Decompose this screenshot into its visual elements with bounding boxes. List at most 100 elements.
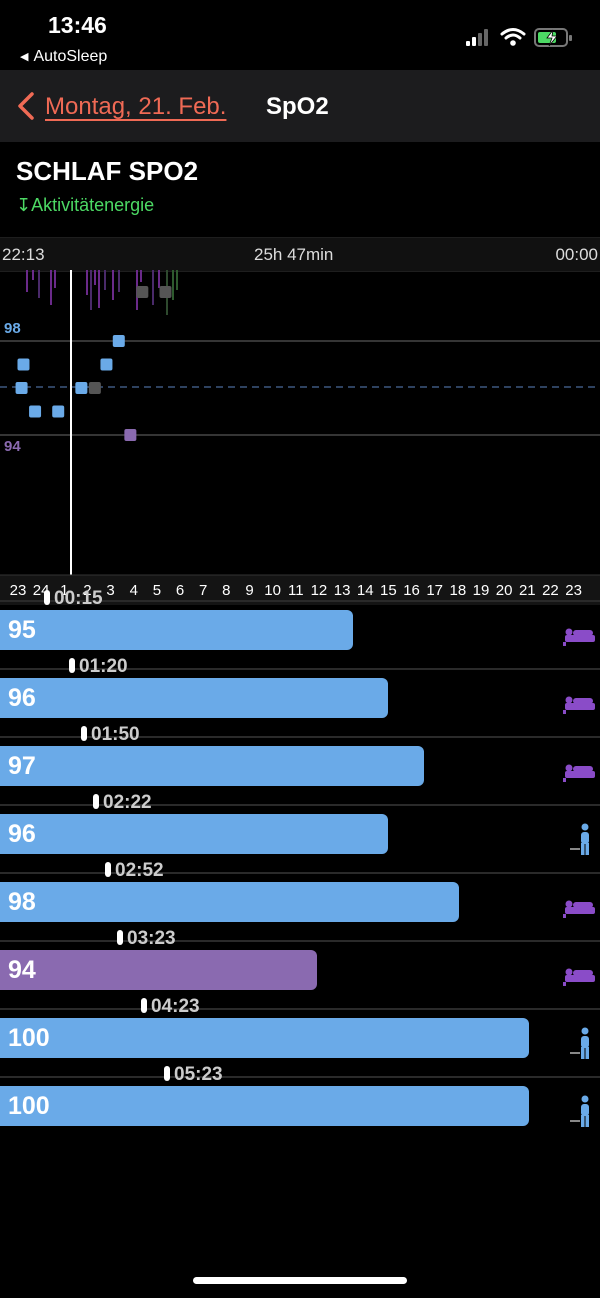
standing-person-icon (570, 823, 589, 855)
sleeping-person-icon (563, 764, 595, 782)
value-bar (0, 746, 424, 786)
reading-row[interactable]: 100 05:23 (0, 1064, 600, 1144)
data-point[interactable] (112, 335, 125, 347)
activity-spike (86, 270, 88, 295)
x-tick-label: 14 (357, 582, 374, 599)
x-tick-label: 1 (60, 582, 68, 599)
row-separator (0, 872, 600, 874)
x-tick-label: 21 (519, 582, 536, 599)
reading-row[interactable]: 94 03:23 (0, 928, 600, 1008)
spo2-value: 100 (8, 1092, 50, 1120)
x-tick-label: 13 (334, 582, 351, 599)
back-button[interactable]: Montag, 21. Feb. (45, 93, 227, 120)
data-point[interactable] (52, 405, 65, 418)
activity-spike (158, 270, 160, 288)
section-title: SCHLAF SPO2 (16, 156, 199, 186)
spo2-value: 98 (8, 888, 36, 916)
reading-row[interactable]: 98 02:52 (0, 860, 600, 940)
range-end: 00:00 (555, 245, 598, 264)
status-bar: 13:46 ◀ AutoSleep (0, 0, 600, 70)
activity-spike (26, 270, 28, 292)
reading-row[interactable]: 100 04:23 (0, 996, 600, 1076)
data-point[interactable] (29, 405, 42, 418)
row-separator (0, 1008, 600, 1010)
data-point[interactable] (75, 382, 88, 394)
back-triangle-icon: ◀ (20, 51, 29, 63)
activity-spike (32, 270, 34, 280)
value-bar (0, 882, 459, 922)
spo2-chart[interactable]: 23 24 1 2 3 4 5 6 7 8 9 10 11 12 13 14 15 16 17 18 19 20 21 22 2… (0, 270, 600, 605)
reading-time-label: 02:22 (103, 792, 152, 813)
activity-spike (90, 270, 92, 310)
x-tick-label: 23 (10, 582, 27, 599)
row-separator (0, 600, 600, 602)
sleeping-person-icon (563, 628, 595, 646)
x-tick-label: 4 (130, 582, 138, 599)
value-bar (0, 1018, 529, 1058)
standing-person-icon (570, 1027, 589, 1059)
activity-spike (152, 270, 154, 305)
data-point[interactable] (88, 382, 101, 394)
activity-energy-toggle[interactable]: ↧Aktivitätenergie (16, 195, 155, 215)
x-tick-label: 10 (264, 582, 281, 599)
data-point[interactable] (136, 286, 149, 298)
x-tick-label: 22 (542, 582, 559, 599)
data-point[interactable] (124, 429, 137, 441)
reading-row[interactable]: 96 01:20 (0, 656, 600, 736)
spo2-value: 100 (8, 1024, 50, 1052)
back-to-app-link[interactable]: ◀ AutoSleep (20, 48, 107, 66)
wifi-icon (500, 28, 526, 46)
value-bar (0, 950, 317, 990)
row-separator (0, 668, 600, 670)
x-tick-label: 19 (473, 582, 490, 599)
reading-time: 01:20 (69, 656, 128, 678)
time-marker (69, 658, 75, 673)
time-marker (164, 1066, 170, 1081)
chevron-left-icon[interactable] (12, 91, 42, 121)
x-tick-label: 9 (245, 582, 253, 599)
battery-charging-icon (534, 28, 572, 47)
nav-title: SpO2 (266, 93, 329, 120)
range-duration: 25h 47min (254, 245, 334, 264)
activity-spike (38, 270, 40, 298)
value-bar (0, 678, 388, 718)
reading-time-label: 03:23 (127, 928, 176, 949)
reading-row[interactable]: 97 01:50 (0, 724, 600, 804)
row-separator (0, 940, 600, 942)
value-bar (0, 610, 353, 650)
reading-time: 02:22 (93, 792, 152, 814)
reading-time: 00:15 (44, 588, 103, 610)
row-separator (0, 736, 600, 738)
data-point[interactable] (15, 382, 28, 394)
spo2-value: 97 (8, 752, 36, 780)
reading-time: 04:23 (141, 996, 200, 1018)
x-tick-label: 5 (153, 582, 161, 599)
row-separator (0, 1076, 600, 1078)
x-tick-label: 15 (380, 582, 397, 599)
time-marker (117, 930, 123, 945)
cellular-signal-icon (466, 28, 488, 46)
time-marker (141, 998, 147, 1013)
status-time: 13:46 (48, 12, 107, 38)
x-tick-label: 2 (83, 582, 91, 599)
time-marker (105, 862, 111, 877)
reading-time-label: 05:23 (174, 1064, 223, 1085)
reading-row[interactable]: 96 02:22 (0, 792, 600, 872)
data-point[interactable] (159, 286, 172, 298)
time-marker (93, 794, 99, 809)
home-indicator[interactable] (193, 1277, 407, 1284)
x-tick-label: 6 (176, 582, 184, 599)
activity-spike (104, 270, 106, 290)
y-label-94: 94 (4, 438, 21, 455)
x-tick-label: 7 (199, 582, 207, 599)
reading-time-label: 02:52 (115, 860, 164, 881)
x-tick-label: 12 (311, 582, 328, 599)
reading-time: 05:23 (164, 1064, 223, 1086)
x-tick-label: 3 (106, 582, 114, 599)
reading-time-label: 01:50 (91, 724, 140, 745)
reading-row[interactable]: 95 00:15 (0, 588, 600, 668)
data-point[interactable] (100, 358, 113, 371)
x-tick-label: 16 (403, 582, 420, 599)
data-point[interactable] (17, 358, 30, 371)
activity-spike (98, 270, 100, 308)
